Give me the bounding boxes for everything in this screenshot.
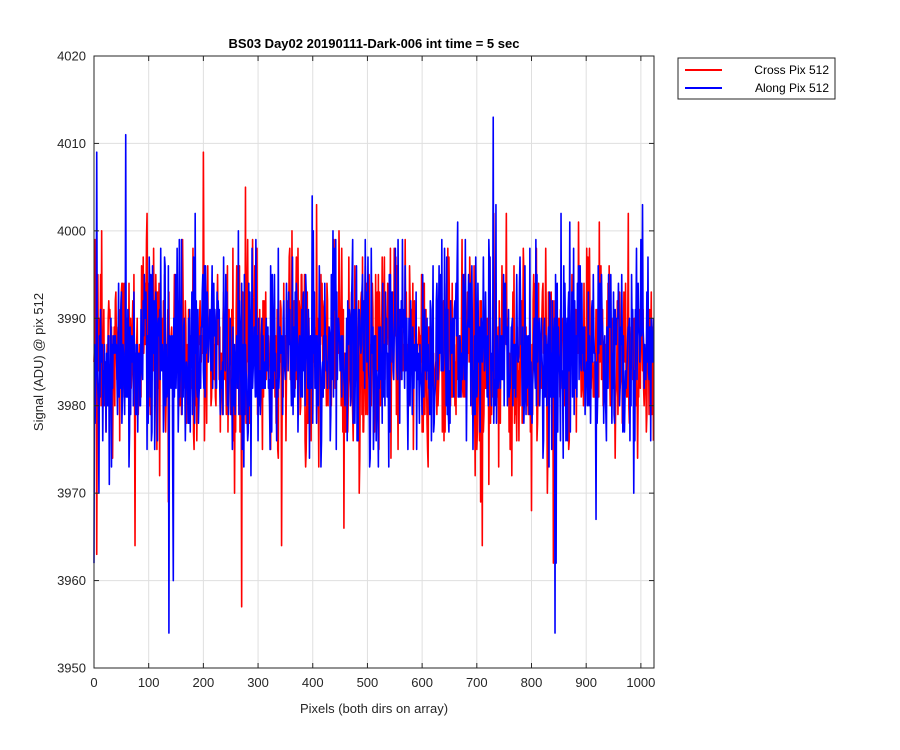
x-tick-label: 300 xyxy=(247,675,269,690)
y-tick-label: 3980 xyxy=(57,398,86,413)
y-tick-label: 3950 xyxy=(57,661,86,676)
x-tick-label: 0 xyxy=(90,675,97,690)
x-tick-label: 400 xyxy=(302,675,324,690)
x-tick-label: 800 xyxy=(521,675,543,690)
tick-marks xyxy=(93,55,654,669)
x-tick-label: 500 xyxy=(357,675,379,690)
y-tick-label: 4020 xyxy=(57,49,86,64)
series-layer xyxy=(93,116,655,634)
x-tick-label: 600 xyxy=(411,675,433,690)
chart-title: BS03 Day02 20190111-Dark-006 int time = … xyxy=(229,36,520,51)
series-line-1 xyxy=(93,116,655,634)
y-tick-label: 4000 xyxy=(57,223,86,238)
x-tick-label: 200 xyxy=(193,675,215,690)
x-axis-title: Pixels (both dirs on array) xyxy=(300,701,448,716)
x-tick-label: 1000 xyxy=(626,675,655,690)
y-axis-title: Signal (ADU) @ pix 512 xyxy=(31,293,46,431)
tick-labels: 0 100 200 300 400 500 600 700 800 900 1000 3950 3960… xyxy=(57,49,655,691)
y-tick-label: 3990 xyxy=(57,311,86,326)
y-tick-label: 3960 xyxy=(57,573,86,588)
y-tick-label: 4010 xyxy=(57,136,86,151)
legend-box xyxy=(677,57,836,100)
x-tick-label: 700 xyxy=(466,675,488,690)
x-tick-label: 900 xyxy=(575,675,597,690)
x-tick-label: 100 xyxy=(138,675,160,690)
y-tick-label: 3970 xyxy=(57,486,86,501)
legend-label-along: Along Pix 512 xyxy=(755,81,829,95)
legend: Cross Pix 512 Along Pix 512 xyxy=(677,57,836,100)
legend-label-cross: Cross Pix 512 xyxy=(754,63,829,77)
plot-frame xyxy=(93,55,655,669)
